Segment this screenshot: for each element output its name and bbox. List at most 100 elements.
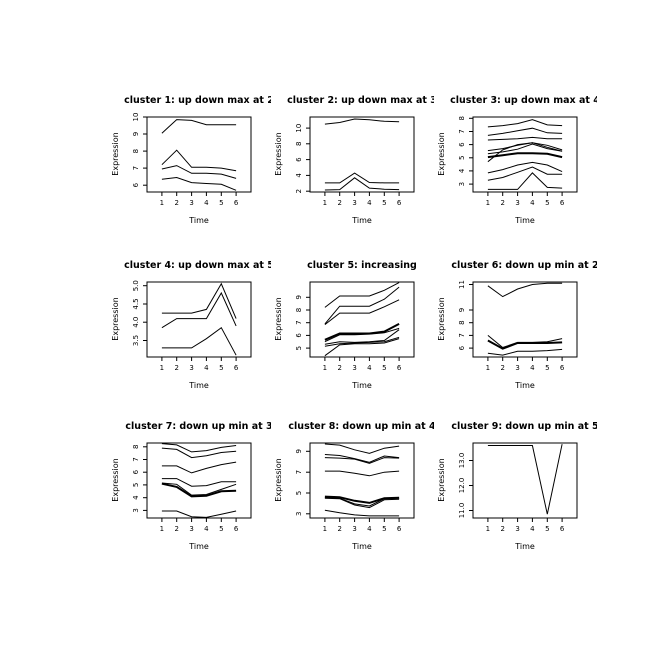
svg-text:6: 6 [234,364,239,372]
cluster-7-plot: cluster 7: down up min at 3 Time Express… [111,421,273,551]
svg-text:7: 7 [295,320,303,324]
y-axis-label: Expression [274,297,283,340]
svg-text:2: 2 [500,525,504,533]
svg-text:1: 1 [486,364,490,372]
panel-cluster-1: cluster 1: up down max at 2 Time Express… [105,90,274,255]
svg-text:4: 4 [295,173,303,178]
x-axis-label: Time [351,381,372,390]
svg-text:2: 2 [174,199,178,207]
panel-cluster-8: cluster 8: down up min at 4 Time Express… [268,416,436,581]
x-axis-label: Time [351,542,372,551]
svg-text:5: 5 [545,364,549,372]
svg-text:5: 5 [382,525,386,533]
svg-text:6: 6 [295,157,303,162]
panel-cluster-9: cluster 9: down up min at 5 Time Express… [431,416,599,581]
svg-text:4.5: 4.5 [132,298,140,309]
panel-title: cluster 7: down up min at 3 [125,421,271,432]
panel-title: cluster 8: down up min at 4 [288,421,434,432]
svg-text:3: 3 [352,364,356,372]
svg-text:4: 4 [204,364,209,372]
svg-text:1: 1 [160,199,164,207]
panel-title: cluster 9: down up min at 5 [451,421,597,432]
svg-text:10: 10 [132,113,140,122]
plot-area: 1 2 3 4 5 6 5 6 7 8 9 [295,281,415,372]
panel-cluster-6: cluster 6: down up min at 2 Time Express… [431,255,599,420]
x-axis-label: Time [514,216,535,225]
y-axis-label: Expression [274,132,283,175]
svg-text:11.0: 11.0 [458,503,466,519]
svg-text:7: 7 [132,166,140,170]
panel-title: cluster 3: up down max at 4 [450,95,597,106]
svg-text:6: 6 [560,525,565,533]
x-axis-label: Time [188,542,209,551]
cluster-9-plot: cluster 9: down up min at 5 Time Express… [437,421,599,551]
plot-area: 1 2 3 4 5 6 6 7 8 9 11 [458,280,578,372]
svg-text:9: 9 [132,132,140,136]
svg-text:7: 7 [132,457,140,461]
panel-title: cluster 6: down up min at 2 [451,260,597,271]
svg-text:6: 6 [295,333,303,338]
svg-text:4: 4 [132,495,140,500]
svg-text:1: 1 [323,199,327,207]
svg-text:8: 8 [458,116,466,120]
svg-text:7: 7 [458,129,466,133]
cluster-1-plot: cluster 1: up down max at 2 Time Express… [111,95,274,225]
svg-text:8: 8 [295,142,303,146]
svg-text:1: 1 [160,525,164,533]
svg-text:5: 5 [295,346,303,350]
svg-text:3.5: 3.5 [132,335,140,346]
svg-text:2: 2 [295,189,303,193]
panel-cluster-4: cluster 4: up down max at 5 Time Express… [105,255,274,420]
svg-text:4: 4 [367,525,372,533]
svg-text:6: 6 [458,345,466,350]
x-axis-label: Time [188,381,209,390]
svg-text:3: 3 [189,364,193,372]
y-axis-label: Expression [274,458,283,501]
svg-text:5: 5 [219,199,223,207]
plot-area: 1 2 3 4 5 6 6 7 8 9 10 [132,113,252,207]
svg-text:6: 6 [560,199,565,207]
svg-text:3: 3 [515,364,519,372]
cluster-4-plot: cluster 4: up down max at 5 Time Express… [111,260,274,390]
svg-text:3: 3 [189,525,193,533]
svg-text:5: 5 [132,483,140,487]
svg-text:5: 5 [545,199,549,207]
svg-text:7: 7 [295,470,303,474]
svg-text:4.0: 4.0 [132,317,140,328]
svg-text:3: 3 [458,182,466,186]
svg-text:2: 2 [337,525,341,533]
svg-text:2: 2 [500,199,504,207]
svg-text:6: 6 [397,525,402,533]
svg-text:8: 8 [458,320,466,324]
plot-area: 1 2 3 4 5 6 3.5 4.0 4.5 5.0 [132,280,252,372]
svg-text:3: 3 [189,199,193,207]
svg-text:3: 3 [352,525,356,533]
cluster-8-plot: cluster 8: down up min at 4 Time Express… [274,421,436,551]
svg-text:4: 4 [367,199,372,207]
panel-cluster-3: cluster 3: up down max at 4 Time Express… [431,90,600,255]
svg-text:5: 5 [545,525,549,533]
svg-text:4: 4 [367,364,372,372]
svg-text:2: 2 [337,364,341,372]
plot-area: 1 2 3 4 5 6 3 5 7 9 [295,442,415,533]
svg-text:2: 2 [174,525,178,533]
x-axis-label: Time [514,381,535,390]
svg-text:8: 8 [295,308,303,312]
svg-text:12.0: 12.0 [458,478,466,494]
svg-text:6: 6 [234,525,239,533]
y-axis-label: Expression [437,132,446,175]
svg-text:1: 1 [486,199,490,207]
svg-text:11: 11 [458,280,466,289]
svg-text:4: 4 [530,364,535,372]
svg-text:3: 3 [515,525,519,533]
svg-text:1: 1 [323,525,327,533]
svg-text:8: 8 [132,445,140,449]
y-axis-label: Expression [111,458,120,501]
svg-text:4: 4 [204,525,209,533]
svg-text:6: 6 [458,142,466,147]
svg-text:2: 2 [500,364,504,372]
y-axis-label: Expression [111,132,120,175]
plot-area: 1 2 3 4 5 6 3 4 5 6 7 8 [132,442,252,533]
svg-text:6: 6 [397,364,402,372]
